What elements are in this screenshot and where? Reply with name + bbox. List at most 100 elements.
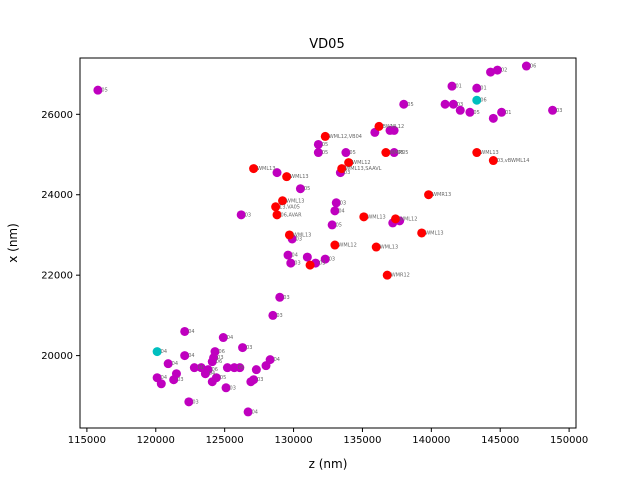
data-point-magenta: [330, 206, 340, 216]
data-point-label: WML13: [257, 166, 275, 172]
data-point-label: 06,AVAR: [281, 212, 303, 218]
data-point-label: WML12: [338, 243, 356, 249]
data-point-red: [284, 230, 294, 240]
data-point-label: 04: [292, 253, 298, 259]
x-tick-label: 145000: [481, 435, 519, 446]
y-axis-label: x (nm): [6, 223, 20, 263]
data-point-red: [278, 196, 288, 206]
data-point-label: 03: [329, 257, 335, 263]
data-point-magenta: [447, 81, 457, 91]
data-point-magenta: [180, 326, 190, 336]
data-point-magenta: [313, 139, 323, 149]
x-tick-label: 125000: [206, 435, 244, 446]
data-point-label: 03: [340, 200, 346, 206]
x-tick-label: 140000: [412, 435, 450, 446]
data-point-red: [381, 148, 391, 158]
data-point-label: 04: [172, 361, 178, 367]
data-point-label: 06: [530, 64, 536, 70]
data-point-label: 01: [198, 365, 204, 371]
data-point-label: WML13,SAAVL: [345, 166, 381, 172]
data-point-magenta: [169, 375, 179, 385]
data-point-label: WMR13: [432, 192, 451, 198]
data-point-magenta: [207, 357, 217, 367]
points-layer: [93, 61, 558, 417]
data-point-label: 13,VA05: [279, 204, 300, 210]
y-tick-label: 26000: [41, 110, 73, 121]
data-point-magenta: [163, 359, 173, 369]
data-point-magenta: [189, 363, 199, 373]
x-tick-label: 120000: [137, 435, 175, 446]
y-tick-label: 22000: [41, 271, 73, 282]
data-point-label: 05: [322, 142, 328, 148]
data-point-label: 03: [457, 102, 463, 108]
x-axis-label: z (nm): [309, 457, 348, 471]
x-axis: 115000 120000 125000 130000 135000 140000 1450…: [68, 428, 588, 446]
data-point-label: 04: [209, 371, 215, 377]
data-point-label: 03: [192, 399, 198, 405]
data-point-red: [272, 210, 282, 220]
data-point-label: 03: [245, 212, 251, 218]
data-point-magenta: [492, 65, 502, 75]
data-point-label: 06: [216, 359, 222, 365]
data-point-label: 03: [344, 170, 350, 176]
data-point-label: 03: [177, 377, 183, 383]
data-point-red: [391, 214, 401, 224]
data-point-cyan: [472, 95, 482, 105]
data-point-red: [424, 190, 434, 200]
data-point-label: 04: [252, 409, 258, 415]
data-point-label: 06: [480, 98, 486, 104]
data-point-label: 05: [398, 150, 404, 156]
x-tick-label: 135000: [343, 435, 381, 446]
data-point-label: 04: [188, 329, 194, 335]
chart-title: VD05: [309, 37, 344, 52]
data-point-label: 04: [161, 349, 167, 355]
data-point-label: 04: [227, 335, 233, 341]
data-point-magenta: [238, 343, 248, 353]
data-point-label: 03: [217, 355, 223, 361]
data-point-red: [359, 212, 369, 222]
data-point-magenta: [235, 363, 245, 373]
data-point-magenta: [399, 99, 409, 109]
data-point-magenta: [302, 252, 312, 262]
data-point-magenta: [218, 333, 228, 343]
data-point-red: [371, 242, 381, 252]
data-point-magenta: [286, 258, 296, 268]
data-point-magenta: [295, 184, 305, 194]
data-point-label: WML13: [367, 214, 385, 220]
data-point-label: 06: [212, 367, 218, 373]
data-point-label: 05: [238, 365, 244, 371]
data-point-red: [382, 270, 392, 280]
data-point-magenta: [448, 99, 458, 109]
data-point-magenta: [497, 107, 507, 117]
data-point-magenta: [320, 254, 330, 264]
data-point-label: 03,vBWML14: [497, 158, 530, 164]
data-point-magenta: [313, 148, 323, 158]
data-point-label: 05: [101, 88, 107, 94]
x-tick-label: 115000: [68, 435, 106, 446]
data-point-magenta: [236, 210, 246, 220]
data-point-label: 05: [407, 102, 413, 108]
data-point-label: 04: [188, 353, 194, 359]
data-point-magenta: [272, 168, 282, 178]
data-point-red: [282, 172, 292, 182]
data-point-label: WML13: [290, 174, 308, 180]
data-point-red: [330, 240, 340, 250]
data-point-magenta: [472, 83, 482, 93]
data-point-magenta: [184, 397, 194, 407]
data-point-label: 05: [473, 110, 479, 116]
data-point-magenta: [156, 379, 166, 389]
data-point-magenta: [275, 292, 285, 302]
data-point-red: [374, 121, 384, 131]
data-point-label: 02: [501, 68, 507, 74]
data-point-magenta: [251, 365, 261, 375]
data-point-label: WML13: [293, 232, 311, 238]
data-point-red: [249, 164, 259, 174]
data-point-magenta: [222, 363, 232, 373]
data-point-magenta: [486, 67, 496, 77]
data-point-magenta: [283, 250, 293, 260]
data-point-label: 03: [296, 236, 302, 242]
y-axis: 20000 22000 24000 26000: [41, 110, 80, 362]
data-point-magenta: [265, 355, 275, 365]
